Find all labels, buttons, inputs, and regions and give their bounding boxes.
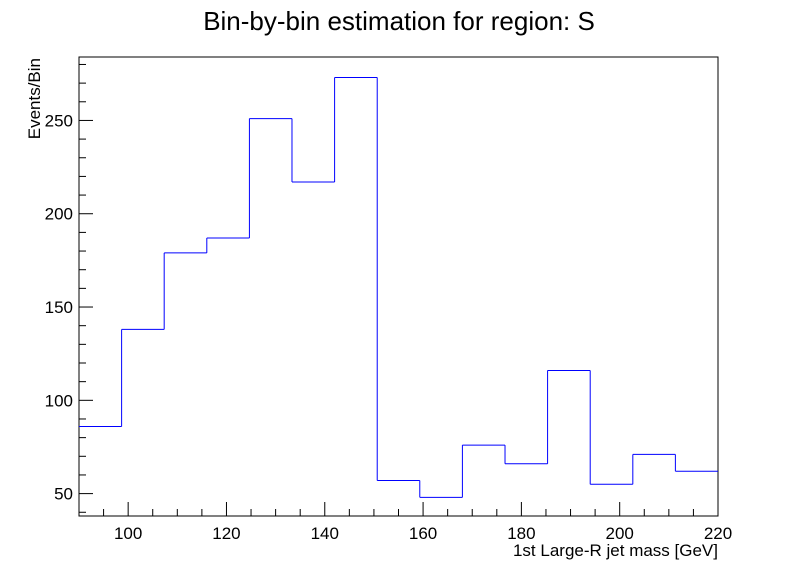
x-tick-label: 180 [507,524,535,543]
x-tick-label: 200 [606,524,634,543]
plot-frame [78,56,719,517]
x-tick-label: 140 [311,524,339,543]
y-tick-label: 200 [45,205,73,224]
x-tick-label: 120 [212,524,240,543]
x-tick-label: 160 [409,524,437,543]
y-tick-label: 150 [45,298,73,317]
y-tick-label: 250 [45,111,73,130]
chart-title: Bin-by-bin estimation for region: S [203,6,595,36]
y-axis-label: Events/Bin [25,58,44,139]
x-tick-label: 100 [114,524,142,543]
x-axis-label: 1st Large-R jet mass [GeV] [513,541,718,560]
y-tick-label: 50 [54,485,73,504]
y-tick-label: 100 [45,391,73,410]
x-tick-label: 220 [704,524,732,543]
